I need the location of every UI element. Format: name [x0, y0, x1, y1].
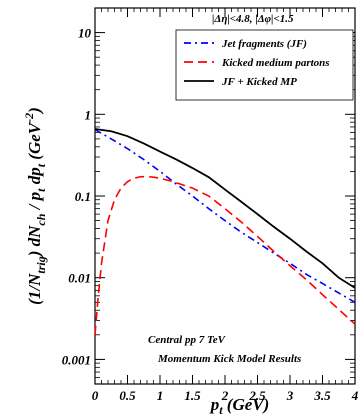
y-axis-title: (1/Ntrig) dNch / pt dpt (GeV-2)	[22, 107, 48, 305]
x-tick-label: 1	[157, 388, 164, 403]
x-tick-label: 0.5	[119, 388, 136, 403]
annotation-central-pp: Central pp 7 TeV	[148, 334, 227, 346]
plot-area: 0 0.5 1 1.5 2 2.5 3 3.5 4 0.001 0.01 0.1 1 10 pt (GeV)…	[22, 7, 359, 417]
legend-label-0: Jet fragments (JF)	[221, 38, 307, 50]
x-tick-label: 1.5	[184, 388, 201, 403]
annotation-model-results: Momentum Kick Model Results	[157, 353, 301, 365]
x-axis-title: pt (GeV)	[209, 395, 270, 417]
legend-label-1: Kicked medium partons	[221, 57, 330, 69]
legend-label-2: JF + Kicked MP	[221, 76, 297, 88]
x-tick-label: 2	[221, 388, 229, 403]
series-line-2	[94, 128, 356, 289]
y-tick-label: 0.1	[75, 189, 91, 204]
x-tick-label: 3.5	[313, 388, 331, 403]
y-tick-label: 0.001	[62, 352, 91, 367]
x-tick-label: 3	[286, 388, 294, 403]
x-tick-label: 4	[351, 388, 359, 403]
legend-box	[175, 29, 354, 101]
y-tick-label: 1	[85, 107, 92, 122]
y-tick-label: 10	[78, 26, 92, 41]
series-line-1	[94, 175, 356, 335]
y-tick-label: 0.01	[68, 271, 91, 286]
x-tick-label: 0	[92, 388, 99, 403]
series-line-0	[94, 128, 356, 303]
legend-header: |Δη|<4.8, |Δφ|<1.5	[212, 13, 294, 25]
x-tick-label: 2.5	[248, 388, 266, 403]
